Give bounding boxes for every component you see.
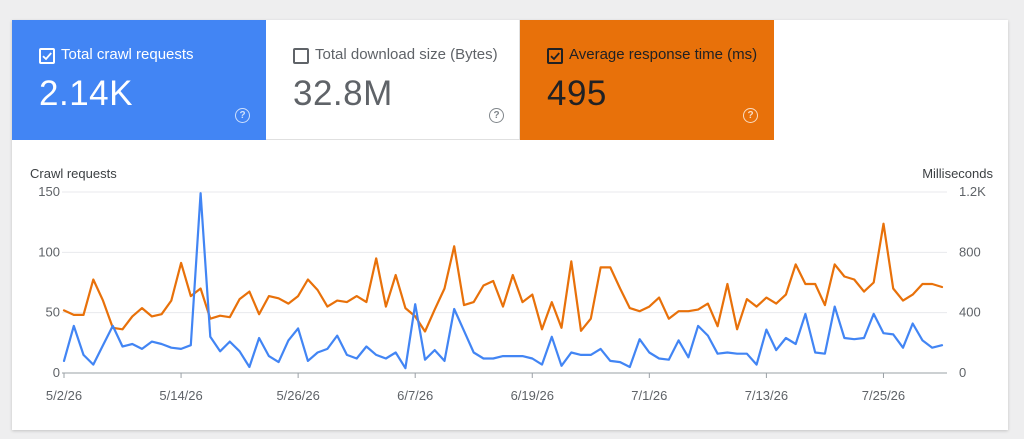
help-icon[interactable]: ? — [743, 108, 758, 123]
y-axis-right-ticks: 0 400 800 1.2K — [959, 184, 986, 380]
x-axis-ticks: 5/2/26 5/14/26 5/26/26 6/7/26 6/19/26 7/1/26 7… — [46, 373, 905, 403]
x-tick-label: 5/14/26 — [159, 388, 202, 403]
x-tick-label: 7/25/26 — [862, 388, 905, 403]
grid-lines — [62, 191, 947, 374]
metric-value: 32.8M — [293, 74, 393, 113]
y-tick-label-right: 800 — [959, 244, 981, 259]
y-tick-label-left: 50 — [46, 305, 60, 320]
metric-tile-total-crawl-requests[interactable]: Total crawl requests 2.14K ? — [12, 20, 266, 140]
checkbox-checked-icon[interactable] — [39, 48, 55, 64]
y-tick-label-left: 0 — [53, 365, 60, 380]
metric-label: Average response time (ms) — [569, 46, 758, 63]
metric-value: 495 — [547, 74, 607, 113]
x-tick-label: 5/2/26 — [46, 388, 82, 403]
y-tick-label-left: 150 — [38, 184, 60, 199]
y-axis-left-ticks: 0 50 100 150 — [38, 184, 60, 380]
x-tick-label: 7/13/26 — [745, 388, 788, 403]
metric-tile-average-response-time[interactable]: Average response time (ms) 495 ? — [520, 20, 774, 140]
help-icon[interactable]: ? — [235, 108, 250, 123]
metric-tiles: Total crawl requests 2.14K ? Total downl… — [12, 20, 774, 140]
y-axis-title-right: Milliseconds — [922, 166, 993, 181]
metric-value: 2.14K — [39, 74, 133, 113]
y-tick-label-right: 400 — [959, 305, 981, 320]
crawl-stats-chart: Crawl requests Milliseconds 0 50 100 150 0 4… — [30, 166, 993, 403]
crawl-stats-card: Total crawl requests 2.14K ? Total downl… — [12, 20, 1008, 430]
series-lines — [62, 192, 944, 370]
y-tick-label-right: 1.2K — [959, 184, 986, 199]
x-tick-label: 7/1/26 — [631, 388, 667, 403]
metric-label: Total crawl requests — [61, 46, 194, 63]
response-time-line — [62, 222, 944, 333]
checkbox-unchecked-icon[interactable] — [293, 48, 309, 64]
x-tick-label: 5/26/26 — [276, 388, 319, 403]
y-axis-title-left: Crawl requests — [30, 166, 117, 181]
metric-label: Total download size (Bytes) — [315, 46, 498, 63]
y-tick-label-left: 100 — [38, 244, 60, 259]
x-tick-label: 6/7/26 — [397, 388, 433, 403]
checkbox-checked-icon[interactable] — [547, 48, 563, 64]
help-icon[interactable]: ? — [489, 108, 504, 123]
y-tick-label-right: 0 — [959, 365, 966, 380]
crawl-requests-line — [62, 192, 944, 370]
x-tick-label: 6/19/26 — [511, 388, 554, 403]
metric-tile-total-download-size[interactable]: Total download size (Bytes) 32.8M ? — [266, 20, 520, 140]
